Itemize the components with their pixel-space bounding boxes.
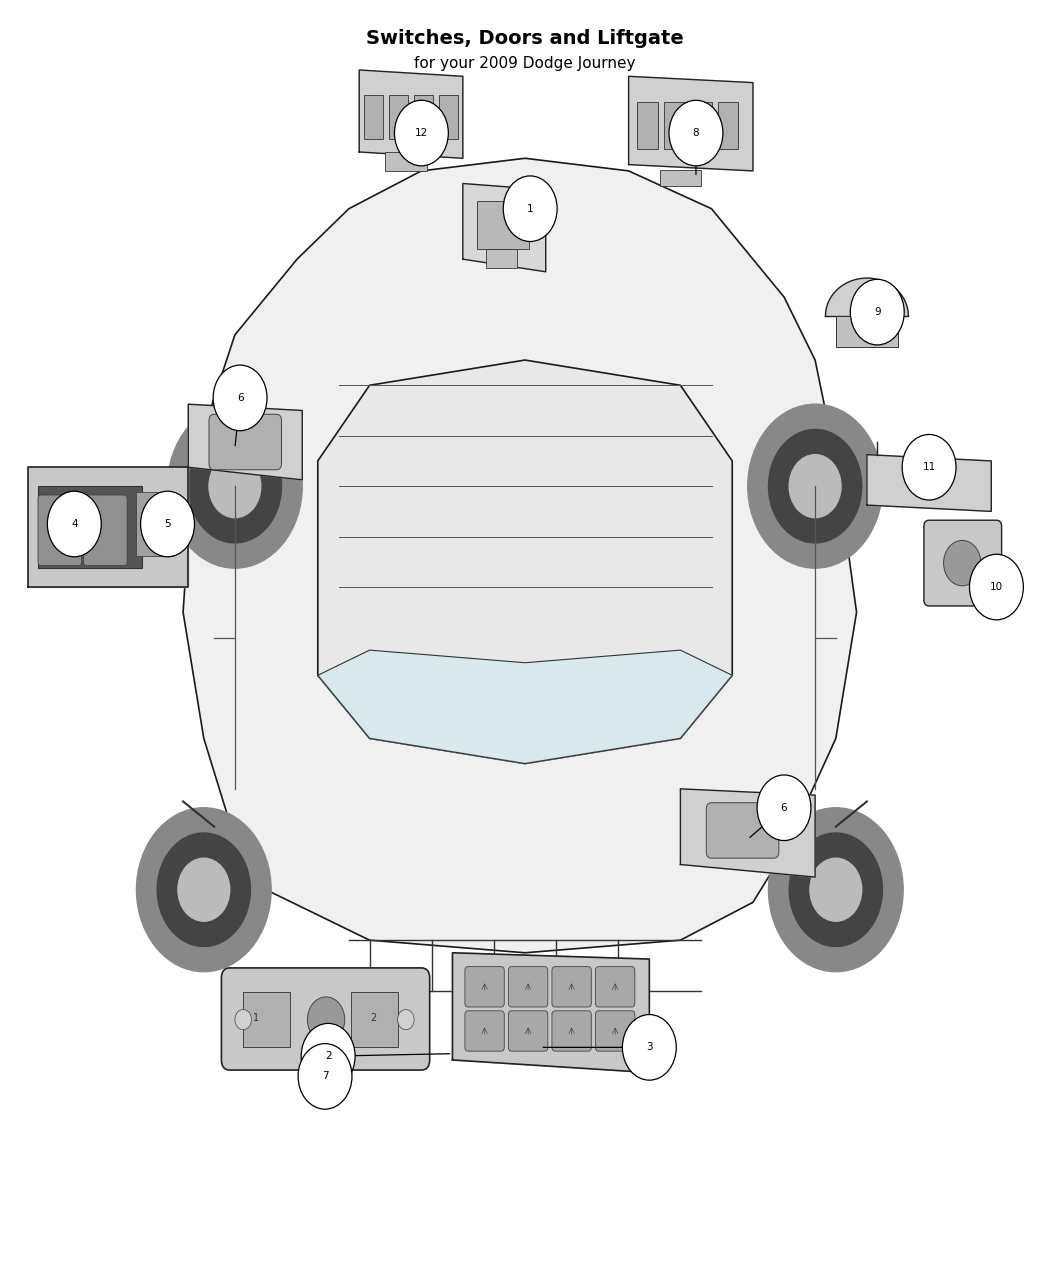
Text: for your 2009 Dodge Journey: for your 2009 Dodge Journey bbox=[415, 56, 635, 71]
Circle shape bbox=[757, 775, 811, 840]
Circle shape bbox=[168, 404, 302, 569]
Text: 6: 6 bbox=[236, 393, 244, 403]
Circle shape bbox=[944, 541, 981, 585]
FancyBboxPatch shape bbox=[465, 966, 504, 1007]
FancyBboxPatch shape bbox=[707, 803, 779, 858]
Polygon shape bbox=[629, 76, 753, 171]
Bar bbox=[659, 170, 701, 186]
FancyBboxPatch shape bbox=[595, 1011, 635, 1051]
Polygon shape bbox=[867, 455, 991, 511]
Circle shape bbox=[902, 435, 956, 500]
Polygon shape bbox=[359, 70, 463, 158]
Text: 2: 2 bbox=[371, 1014, 377, 1024]
Bar bbox=[364, 96, 383, 139]
Circle shape bbox=[308, 997, 344, 1043]
Circle shape bbox=[790, 455, 841, 518]
Circle shape bbox=[790, 833, 882, 946]
Circle shape bbox=[188, 430, 281, 543]
Circle shape bbox=[213, 365, 267, 431]
Text: 6: 6 bbox=[781, 803, 788, 812]
Bar bbox=[664, 102, 685, 149]
FancyBboxPatch shape bbox=[222, 968, 429, 1070]
Polygon shape bbox=[188, 404, 302, 479]
Circle shape bbox=[209, 455, 260, 518]
Bar bbox=[836, 316, 898, 348]
Text: 10: 10 bbox=[990, 583, 1003, 592]
Circle shape bbox=[810, 858, 862, 922]
Circle shape bbox=[136, 808, 271, 972]
Text: 2: 2 bbox=[324, 1051, 332, 1061]
Polygon shape bbox=[318, 650, 732, 764]
FancyBboxPatch shape bbox=[552, 1011, 591, 1051]
Text: 8: 8 bbox=[693, 128, 699, 138]
Circle shape bbox=[158, 833, 251, 946]
Bar bbox=[414, 96, 433, 139]
Text: Switches, Doors and Liftgate: Switches, Doors and Liftgate bbox=[366, 29, 684, 48]
Bar bbox=[244, 992, 290, 1047]
Circle shape bbox=[298, 1043, 352, 1109]
Text: 3: 3 bbox=[646, 1043, 653, 1052]
Text: 1: 1 bbox=[527, 204, 533, 214]
Circle shape bbox=[669, 101, 722, 166]
Bar bbox=[136, 492, 172, 556]
Text: 4: 4 bbox=[71, 519, 78, 529]
Bar bbox=[718, 102, 738, 149]
Bar bbox=[390, 96, 407, 139]
Bar bbox=[691, 102, 712, 149]
Circle shape bbox=[398, 1010, 414, 1030]
Polygon shape bbox=[27, 467, 188, 586]
Circle shape bbox=[395, 101, 448, 166]
Circle shape bbox=[769, 808, 903, 972]
Text: 1: 1 bbox=[253, 1014, 258, 1024]
Bar bbox=[439, 96, 458, 139]
Polygon shape bbox=[680, 789, 815, 877]
Circle shape bbox=[850, 279, 904, 346]
Text: 12: 12 bbox=[415, 128, 428, 138]
Circle shape bbox=[235, 1010, 251, 1030]
Text: 7: 7 bbox=[321, 1071, 329, 1081]
Circle shape bbox=[769, 430, 862, 543]
FancyBboxPatch shape bbox=[84, 495, 127, 566]
Bar bbox=[478, 201, 529, 249]
Circle shape bbox=[969, 555, 1024, 620]
Circle shape bbox=[623, 1015, 676, 1080]
Circle shape bbox=[177, 858, 230, 922]
Circle shape bbox=[47, 491, 101, 557]
Polygon shape bbox=[183, 158, 857, 952]
Polygon shape bbox=[453, 952, 649, 1072]
Text: 9: 9 bbox=[874, 307, 881, 317]
Polygon shape bbox=[463, 184, 546, 272]
Polygon shape bbox=[825, 278, 908, 316]
FancyBboxPatch shape bbox=[38, 495, 82, 566]
FancyBboxPatch shape bbox=[552, 966, 591, 1007]
Bar bbox=[385, 152, 426, 171]
FancyBboxPatch shape bbox=[508, 1011, 548, 1051]
Bar bbox=[637, 102, 657, 149]
Bar bbox=[38, 486, 142, 569]
Circle shape bbox=[503, 176, 558, 241]
FancyBboxPatch shape bbox=[465, 1011, 504, 1051]
Text: 5: 5 bbox=[164, 519, 171, 529]
FancyBboxPatch shape bbox=[508, 966, 548, 1007]
Circle shape bbox=[141, 491, 194, 557]
FancyBboxPatch shape bbox=[595, 966, 635, 1007]
Bar bbox=[486, 249, 517, 268]
Polygon shape bbox=[318, 360, 732, 764]
Bar bbox=[351, 992, 398, 1047]
FancyBboxPatch shape bbox=[924, 520, 1002, 606]
Circle shape bbox=[301, 1024, 355, 1089]
Circle shape bbox=[748, 404, 882, 569]
Text: 11: 11 bbox=[923, 463, 936, 472]
FancyBboxPatch shape bbox=[209, 414, 281, 469]
